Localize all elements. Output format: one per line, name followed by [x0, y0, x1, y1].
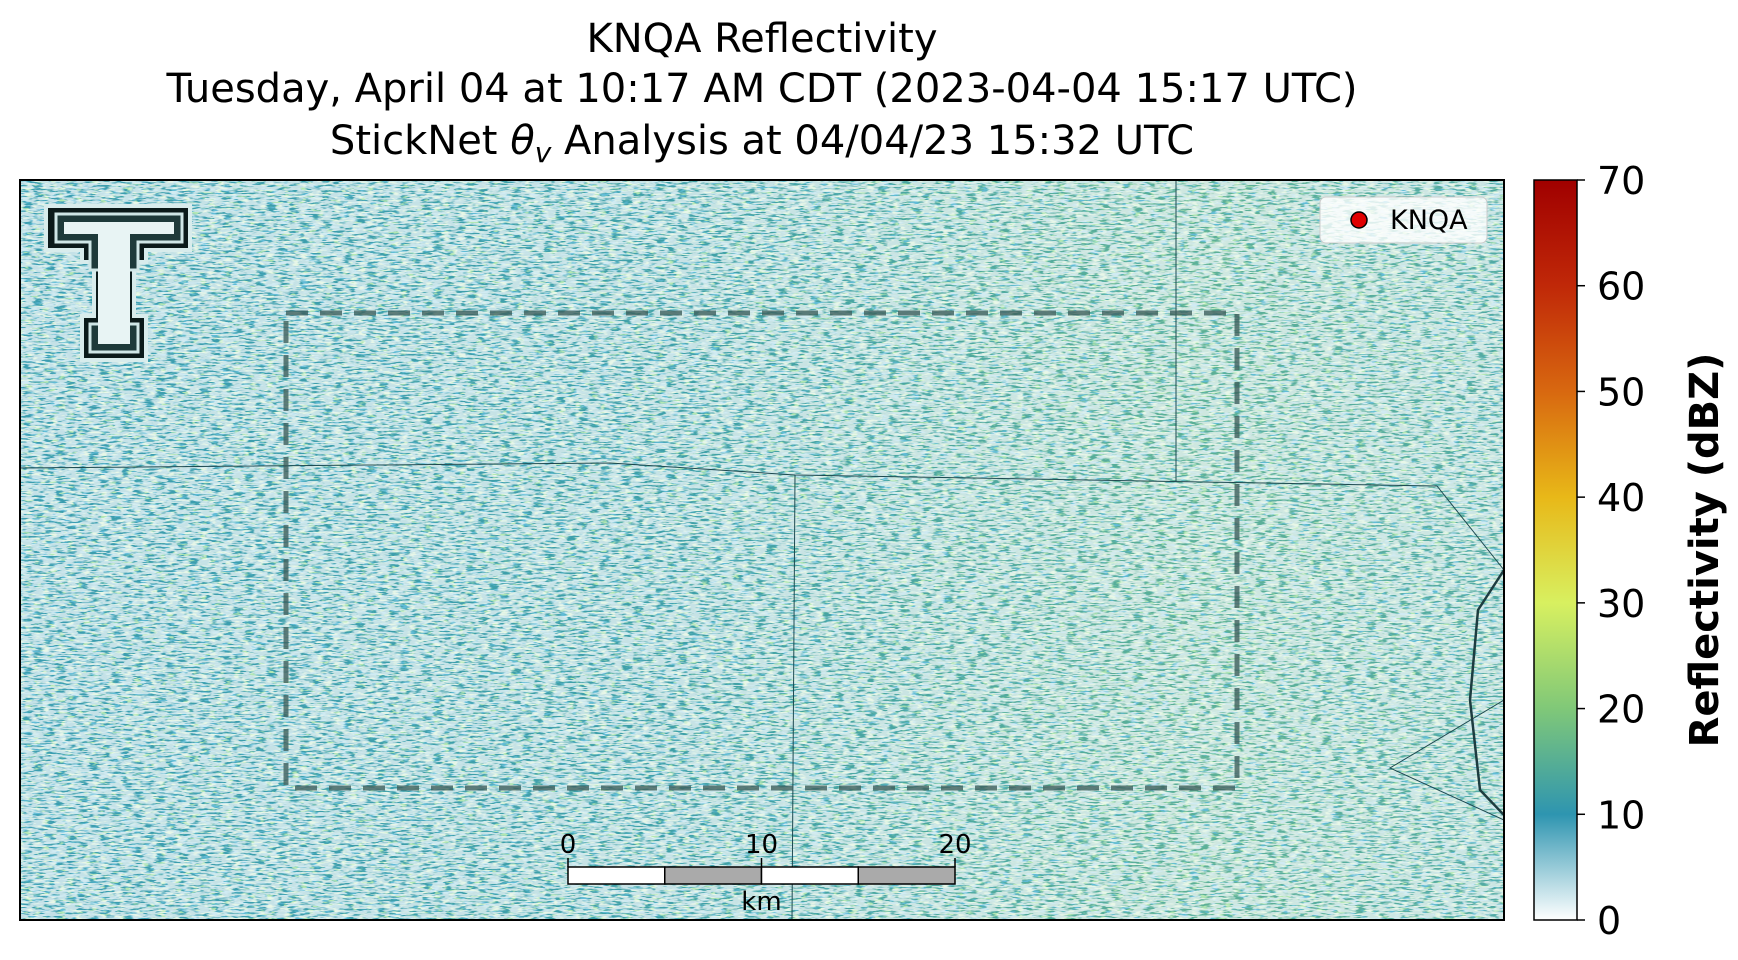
scale-segment [664, 866, 763, 885]
county-lines [20, 180, 1504, 920]
colorbar-tick-label: 40 [1597, 476, 1645, 520]
legend-box [1319, 196, 1488, 244]
title-line: Tuesday, April 04 at 10:17 AM CDT (2023-… [166, 66, 1358, 112]
colorbar-tick-label: 10 [1597, 793, 1645, 837]
scale-segment [760, 866, 859, 885]
legend-label: KNQA [1390, 205, 1468, 236]
legend: KNQA [1319, 196, 1488, 244]
colorbar-tick-label: 70 [1597, 159, 1645, 203]
map [20, 180, 1504, 920]
legend-marker [1350, 211, 1368, 229]
boundary-line [1468, 569, 1504, 816]
title-line: KNQA Reflectivity [586, 16, 937, 62]
colorbar-tick-label: 0 [1597, 899, 1621, 943]
map-frame [19, 179, 1505, 921]
scale-tick-label: 10 [745, 830, 778, 860]
colorbar-tick-label: 50 [1597, 370, 1645, 414]
colorbar-ramp [1533, 179, 1578, 921]
title-symbol: θ [510, 118, 534, 164]
logo [44, 204, 192, 362]
colorbar-tick-label: 20 [1597, 688, 1645, 732]
scale-segment [857, 866, 956, 885]
scale-unit: km [741, 887, 781, 917]
scale-bar: 0 10 20 km [560, 830, 972, 917]
title-subscript: v [535, 136, 552, 169]
colorbar: 0 10 20 30 40 50 60 70 [1533, 159, 1645, 943]
scale-segment [567, 866, 666, 885]
colorbar-tick-label: 60 [1597, 265, 1645, 309]
title-text: StickNet [330, 118, 510, 164]
scale-tick-label: 20 [938, 830, 971, 860]
colorbar-label: Reflectivity (dBZ) [1682, 353, 1728, 748]
scale-tick-label: 0 [560, 830, 577, 860]
colorbar-tick-label: 30 [1597, 582, 1645, 626]
title-line: StickNet θv Analysis at 04/04/23 15:32 U… [330, 118, 1194, 169]
county-line [1388, 699, 1504, 821]
radar-texture [20, 180, 1504, 920]
county-line [791, 474, 796, 920]
title-text: Analysis at 04/04/23 15:32 UTC [551, 118, 1194, 164]
